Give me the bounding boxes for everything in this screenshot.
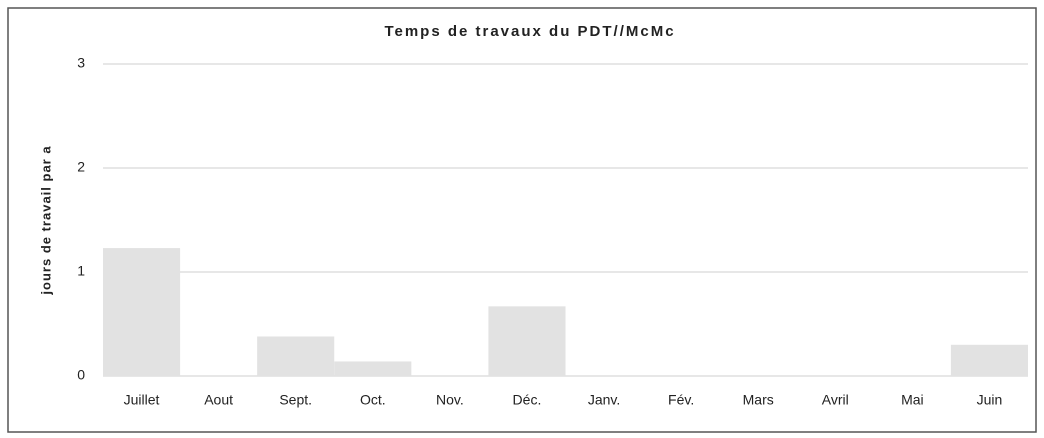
y-tick-label: 3 xyxy=(77,55,85,71)
x-tick-label: Aout xyxy=(204,392,233,408)
chart-title: Temps de travaux du PDT//McMc xyxy=(384,23,675,40)
bar xyxy=(103,248,181,376)
x-tick-label: Mai xyxy=(901,392,924,408)
x-tick-label: Sept. xyxy=(279,392,312,408)
x-tick-label: Oct. xyxy=(360,392,386,408)
bar xyxy=(334,361,412,376)
x-tick-label: Janv. xyxy=(588,392,620,408)
x-tick-label: Avril xyxy=(822,392,849,408)
y-tick-label: 2 xyxy=(77,159,85,175)
bar xyxy=(257,336,335,376)
y-tick-label: 1 xyxy=(77,263,85,279)
x-tick-label: Juin xyxy=(977,392,1003,408)
x-tick-label: Juillet xyxy=(124,392,160,408)
x-tick-label: Déc. xyxy=(513,392,542,408)
bar xyxy=(950,344,1028,376)
x-tick-label: Fév. xyxy=(668,392,694,408)
y-axis-label: jours de travail par a xyxy=(38,145,53,295)
x-tick-label: Nov. xyxy=(436,392,464,408)
x-tick-label: Mars xyxy=(743,392,774,408)
y-tick-label: 0 xyxy=(77,367,85,383)
bar xyxy=(488,306,566,376)
